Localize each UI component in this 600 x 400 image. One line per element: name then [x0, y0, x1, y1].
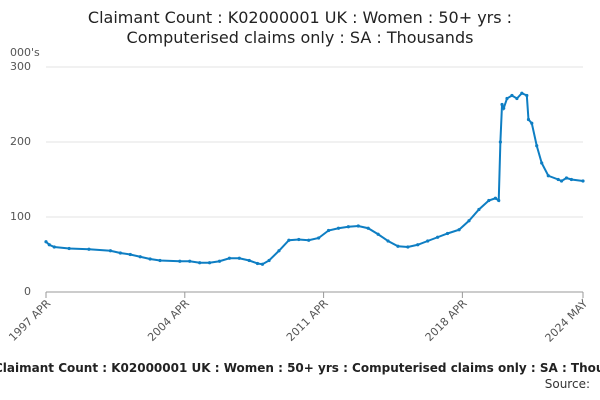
point — [326, 228, 331, 233]
point — [44, 240, 48, 244]
point — [148, 257, 152, 261]
point — [138, 255, 142, 259]
point — [317, 236, 321, 240]
point — [493, 196, 498, 200]
point — [52, 245, 56, 249]
x-tick-label: 2024 MAY — [543, 297, 591, 345]
point — [67, 246, 71, 251]
point — [445, 231, 450, 236]
point — [510, 93, 514, 98]
point — [530, 121, 534, 125]
point — [356, 224, 360, 228]
point — [128, 252, 132, 257]
point — [406, 245, 410, 249]
point — [366, 226, 370, 230]
point — [260, 262, 265, 266]
point — [487, 198, 491, 203]
x-tick-label: 2011 APR — [284, 297, 331, 344]
point — [498, 140, 502, 144]
point — [237, 256, 241, 260]
point — [564, 176, 569, 180]
point — [500, 102, 504, 107]
point — [267, 258, 271, 263]
point — [426, 239, 430, 243]
point — [569, 177, 574, 182]
point — [287, 238, 291, 242]
point — [178, 259, 182, 263]
point — [198, 261, 202, 265]
point — [535, 144, 539, 148]
x-tick-label: 2004 APR — [145, 297, 192, 344]
point — [217, 259, 222, 263]
point — [477, 207, 481, 212]
point — [207, 261, 212, 265]
point — [505, 96, 509, 101]
footer-title: Claimant Count : K02000001 UK : Women : … — [0, 361, 600, 375]
x-tick-label: 1997 APR — [6, 297, 53, 344]
point — [118, 251, 122, 255]
point — [540, 161, 544, 165]
point — [435, 235, 440, 239]
point — [255, 261, 260, 266]
point — [546, 174, 550, 178]
point — [416, 243, 420, 247]
chart-title: Claimant Count : K02000001 UK : Women : … — [87, 8, 513, 47]
source: Source: — [544, 377, 590, 391]
point — [525, 93, 529, 98]
point — [581, 179, 585, 183]
line — [45, 92, 584, 266]
y-tick-label: 0 — [24, 285, 31, 298]
point — [386, 239, 390, 243]
y-axis-label: 000's — [10, 46, 40, 59]
point — [376, 232, 380, 236]
point — [559, 179, 564, 183]
point — [227, 256, 232, 260]
point — [556, 177, 560, 182]
point — [158, 258, 162, 263]
point — [188, 259, 192, 263]
point — [277, 249, 281, 253]
point — [47, 243, 51, 247]
point — [336, 226, 341, 230]
point — [307, 238, 311, 242]
y-tick-label: 100 — [10, 210, 31, 223]
point — [497, 198, 501, 203]
point — [515, 96, 519, 101]
y-tick-label: 200 — [10, 135, 31, 148]
point — [526, 117, 531, 122]
point — [87, 247, 91, 251]
point — [396, 244, 400, 248]
y-tick-label: 300 — [10, 60, 31, 73]
point — [247, 258, 251, 263]
point — [108, 249, 113, 253]
x-tick-label: 2018 APR — [423, 297, 470, 344]
point — [467, 219, 471, 223]
point — [297, 237, 301, 242]
point — [520, 91, 524, 95]
point — [346, 225, 350, 229]
point — [457, 228, 461, 232]
point — [502, 106, 506, 110]
